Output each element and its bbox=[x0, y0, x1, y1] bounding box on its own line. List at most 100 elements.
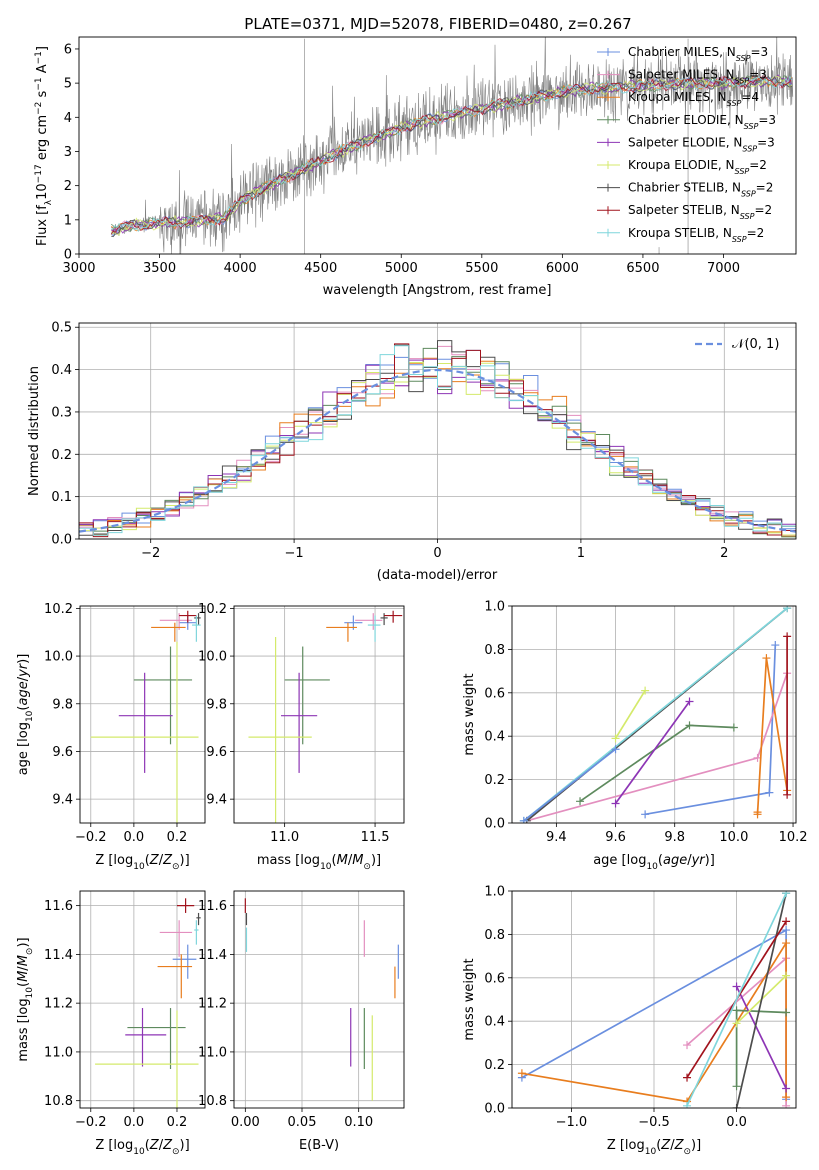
label-part: Z bbox=[149, 853, 160, 868]
axes-frame bbox=[233, 605, 405, 824]
label-part: / bbox=[159, 853, 164, 868]
plot-area bbox=[519, 606, 792, 823]
x-axis-label: (data-model)/error bbox=[377, 568, 498, 583]
axes-frame bbox=[79, 890, 206, 1109]
series-line-kroupa-stelib bbox=[523, 607, 788, 822]
x-axis-label: E(B-V) bbox=[299, 1138, 339, 1153]
legend-label: Chabrier ELODIE, NSSP=3 bbox=[628, 113, 776, 131]
legend-text: Salpeter ELODIE, N bbox=[628, 135, 742, 149]
series-line-salpeter-elodie bbox=[614, 701, 691, 804]
tick-label-y: 0.2 bbox=[484, 773, 505, 788]
tick-label-x: 5500 bbox=[465, 261, 498, 276]
tick-label-y: 11.0 bbox=[44, 1045, 73, 1060]
legend-label: Chabrier STELIB, NSSP=2 bbox=[628, 181, 773, 199]
legend-sub: SSP bbox=[740, 212, 755, 221]
tick-label-x: 4000 bbox=[224, 261, 257, 276]
tick-label-y: 0.6 bbox=[484, 686, 505, 701]
tick-label-y: 11.0 bbox=[198, 1045, 227, 1060]
label-part: mass [log bbox=[16, 998, 31, 1061]
tick-label-y: 4 bbox=[64, 111, 72, 126]
point-marker bbox=[732, 1082, 741, 1091]
tick-label-y: 9.8 bbox=[206, 697, 227, 712]
label-part: yr bbox=[16, 662, 31, 678]
point-marker bbox=[782, 891, 791, 898]
legend-label: Kroupa MILES, NSSP=4 bbox=[628, 90, 759, 108]
axes-frame bbox=[511, 605, 797, 824]
point-marker bbox=[783, 606, 792, 613]
tick-label-y: 5 bbox=[64, 77, 72, 92]
point-marker bbox=[729, 723, 738, 732]
tick-label-y: 10.0 bbox=[44, 650, 73, 665]
label-part: )] bbox=[16, 654, 31, 664]
tick-label-y: 9.4 bbox=[52, 793, 73, 808]
point-marker bbox=[683, 1101, 692, 1108]
tick-label-y: 3 bbox=[64, 145, 72, 160]
x-axis-label: age [log10(age/yr)] bbox=[593, 853, 715, 872]
tick-label-x: 10.0 bbox=[719, 830, 748, 845]
legend-tail: =3 bbox=[758, 113, 776, 127]
legend-label: Salpeter ELODIE, NSSP=3 bbox=[628, 135, 775, 153]
tick-label-y: 10.2 bbox=[44, 602, 73, 617]
label-part: 10 bbox=[645, 1147, 657, 1157]
label-part: λ bbox=[44, 199, 54, 205]
model-line-salpeter-stelib bbox=[110, 75, 793, 235]
axes-mass_vs_Z: −0.2 0.0 0.210.811.011.211.411.6Z [log10(Z… bbox=[16, 890, 206, 1157]
label-part: )] bbox=[16, 937, 31, 947]
legend-tail: =4 bbox=[741, 90, 759, 104]
y-axis-label: Normed distribution bbox=[27, 366, 42, 496]
label-part: −2 bbox=[34, 102, 44, 115]
label-part: E(B-V) bbox=[299, 1138, 339, 1153]
point-marker bbox=[782, 926, 791, 935]
legend-label: Chabrier MILES, NSSP=3 bbox=[628, 45, 768, 63]
label-part: )] bbox=[691, 1138, 701, 1153]
hist-kroupa-stelib bbox=[79, 345, 796, 539]
point-marker bbox=[611, 734, 620, 743]
tick-label-y: 0.5 bbox=[51, 321, 72, 336]
tick-label-x: 4500 bbox=[304, 261, 337, 276]
legend-label: Salpeter MILES, NSSP=3 bbox=[628, 68, 767, 86]
axes-frame bbox=[79, 605, 206, 824]
axes-residuals: −2 −1 0 1 2 0.0 0.1 0.2 0.3 0.4 0.5 (data-model)/er… bbox=[27, 321, 797, 583]
point-marker bbox=[685, 721, 694, 730]
x-axis-label: Z [log10(Z/Z⊙)] bbox=[95, 1138, 189, 1157]
legend-sub: SSP bbox=[727, 99, 742, 108]
label-part: ( bbox=[332, 853, 337, 868]
tick-label-y: 9.4 bbox=[206, 793, 227, 808]
tick-label-y: 11.6 bbox=[198, 899, 227, 914]
axes-frame bbox=[233, 890, 405, 1109]
tick-label-y: 0.1 bbox=[51, 490, 72, 505]
tick-label-x: 3500 bbox=[143, 261, 176, 276]
point-marker bbox=[641, 810, 650, 819]
tick-label-x: 9.4 bbox=[546, 830, 567, 845]
tick-label-y: 1 bbox=[64, 213, 72, 228]
point-marker bbox=[771, 641, 780, 650]
tick-label-y: 0.2 bbox=[51, 448, 72, 463]
label-part: −17 bbox=[34, 164, 44, 183]
legend-text: Chabrier STELIB, N bbox=[628, 181, 741, 195]
tick-label-y: 0.6 bbox=[484, 971, 505, 986]
legend-tail: =3 bbox=[749, 68, 767, 82]
tick-label-x: 0.0 bbox=[726, 1115, 747, 1130]
plot-area bbox=[248, 610, 403, 823]
label-part: ⊙ bbox=[363, 862, 371, 872]
point-marker bbox=[611, 745, 620, 754]
label-part: ⊙ bbox=[172, 862, 180, 872]
axes-spectrum: 3000 3500 4000 4500 5000 5500 6000 6500 7000 0 1 2 3… bbox=[34, 36, 797, 298]
legend-sub: SSP bbox=[736, 54, 751, 63]
label-part: ] bbox=[35, 46, 50, 51]
axes-massweight_vs_Z: −1.0 −0.5 0.00.00.20.40.60.81.0Z [log10(Z/… bbox=[462, 885, 797, 1157]
label-part: ( bbox=[656, 1138, 661, 1153]
tick-label-y: 0.4 bbox=[484, 730, 505, 745]
legend-tail: =2 bbox=[749, 158, 767, 172]
axes-age_vs_Z: −0.2 0.0 0.29.49.69.810.010.2Z [log10(Z/Z⊙… bbox=[16, 602, 206, 872]
y-axis-label: mass [log10(M/M⊙)] bbox=[16, 937, 35, 1061]
label-part: M bbox=[16, 971, 31, 982]
y-axis-label: mass weight bbox=[462, 958, 477, 1040]
label-part: Flux [f bbox=[35, 205, 50, 246]
label-part: yr bbox=[691, 853, 707, 868]
tick-label-y: 0.2 bbox=[484, 1058, 505, 1073]
tick-label-y: 0.4 bbox=[51, 363, 72, 378]
point-marker bbox=[517, 1069, 526, 1078]
